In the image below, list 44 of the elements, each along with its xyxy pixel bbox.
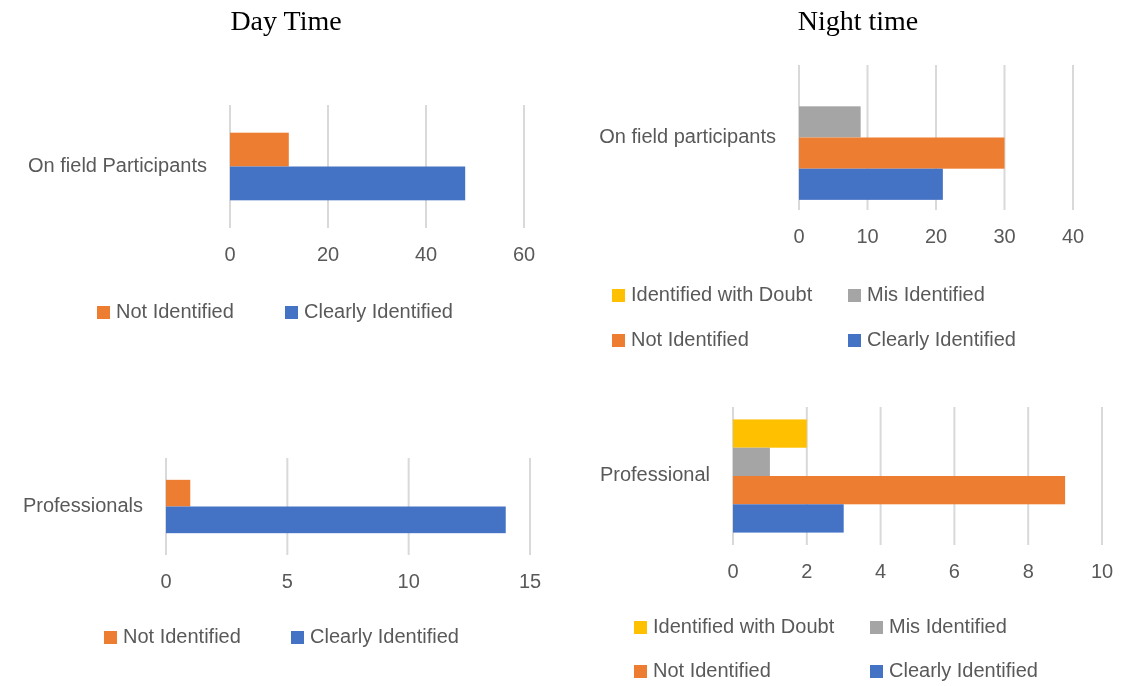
x-tick-label: 0 [224,243,236,265]
legend-label: Not Identified [631,328,749,351]
x-tick-label: 8 [1022,560,1034,582]
chart-title: Day Time [230,5,342,36]
x-tick-label: 10 [856,225,879,247]
x-tick-label: 15 [518,570,542,592]
y-tick-label: Professionals [22,493,143,516]
x-tick-label: 0 [160,570,172,592]
y-tick-label: On field participants [599,124,776,147]
bar [799,168,943,200]
x-tick-label: 60 [512,243,536,265]
x-tick-label: 0 [793,225,805,247]
x-tick-label: 40 [414,243,438,265]
y-tick-label: On field Participants [28,153,207,176]
x-tick-label: 4 [875,560,887,582]
bar [733,504,844,533]
x-tick-label: 0 [727,560,739,582]
bar [799,137,1005,169]
x-tick-label: 6 [948,560,960,582]
x-tick-label: 30 [993,225,1016,247]
legend-label: Clearly Identified [304,300,453,323]
bar [733,419,807,448]
x-tick-label: 20 [924,225,948,247]
legend-label: Clearly Identified [867,328,1016,351]
chart-title: Night time [797,5,919,36]
legend-label: Clearly Identified [889,659,1038,682]
legend-label: Mis Identified [889,615,1007,638]
x-tick-label: 5 [281,570,293,592]
x-tick-label: 10 [1090,560,1114,582]
bar [799,106,861,138]
legend-label: Not Identified [653,659,771,682]
legend-label: Not Identified [116,300,234,323]
bar [733,476,1066,505]
x-tick-label: 10 [397,570,420,592]
legend-label: Mis Identified [867,283,985,306]
legend-label: Clearly Identified [310,625,459,648]
x-tick-label: 40 [1061,225,1085,247]
legend-label: Not Identified [123,625,241,648]
legend-label: Identified with Doubt [653,615,835,638]
bar [733,447,770,476]
x-tick-label: 20 [316,243,340,265]
x-tick-label: 2 [801,560,813,582]
y-tick-label: Professional [599,463,710,486]
legend-label: Identified with Doubt [631,283,813,306]
